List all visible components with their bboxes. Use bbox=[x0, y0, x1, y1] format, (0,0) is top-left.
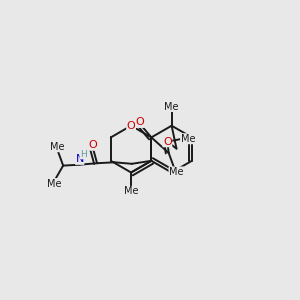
Text: O: O bbox=[163, 137, 172, 147]
Text: O: O bbox=[136, 117, 144, 128]
Text: Me: Me bbox=[50, 142, 64, 152]
Text: H: H bbox=[80, 150, 87, 159]
Text: Me: Me bbox=[124, 186, 138, 197]
Text: Me: Me bbox=[169, 167, 184, 177]
Text: O: O bbox=[88, 140, 97, 150]
Text: N: N bbox=[76, 154, 84, 164]
Text: Me: Me bbox=[47, 178, 61, 189]
Text: Me: Me bbox=[164, 101, 179, 112]
Text: Me: Me bbox=[181, 134, 195, 144]
Text: O: O bbox=[127, 121, 136, 131]
